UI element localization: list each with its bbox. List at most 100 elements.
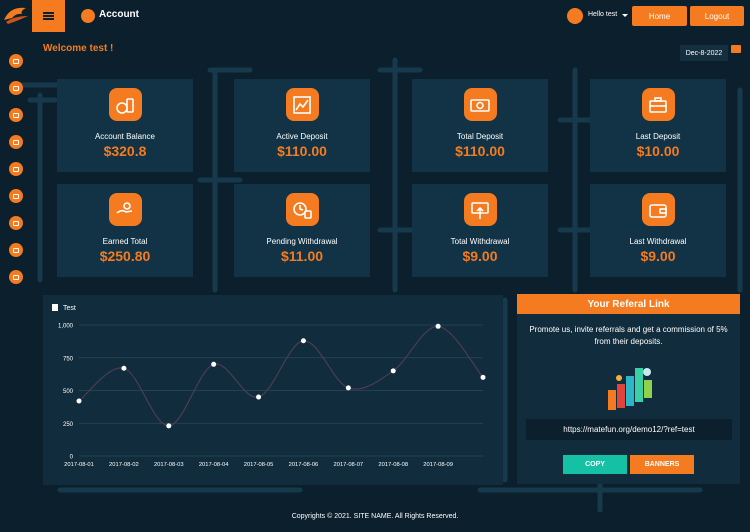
data-point[interactable] — [211, 361, 217, 367]
stat-value: $10.00 — [636, 143, 680, 159]
stat-card: Earned Total $250.80 — [57, 184, 193, 277]
stat-card: Total Withdrawal $9.00 — [412, 184, 548, 277]
settings-icon-glyph — [13, 220, 19, 226]
wallet-icon[interactable] — [9, 81, 23, 95]
y-tick-label: 750 — [63, 356, 74, 362]
bag-icon-glyph — [13, 247, 19, 253]
calendar-icon[interactable] — [731, 45, 741, 53]
top-bar: Account Hello test Home Logout — [0, 0, 750, 32]
referral-illustration-icon — [608, 368, 652, 410]
y-tick-label: 1,000 — [58, 324, 74, 330]
stat-value: $250.80 — [99, 248, 151, 264]
data-point[interactable] — [435, 323, 441, 329]
page-title: Account — [99, 9, 139, 20]
user-icon-glyph — [13, 166, 19, 172]
data-point[interactable] — [256, 394, 262, 400]
stat-value: $110.00 — [277, 143, 327, 159]
referral-link-field[interactable]: https://matefun.org/demo12/?ref=test — [526, 419, 732, 440]
referral-description: Promote us, invite referrals and get a c… — [529, 325, 728, 346]
copy-button[interactable]: COPY — [563, 455, 627, 474]
stat-label: Pending Withdrawal — [266, 237, 338, 246]
coins-icon — [108, 88, 142, 121]
x-tick-label: 2017-08-06 — [289, 462, 319, 468]
wallet-icon — [641, 193, 675, 226]
y-tick-label: 0 — [70, 455, 74, 461]
stat-label: Last Withdrawal — [629, 237, 687, 246]
withdraw-icon — [463, 193, 497, 226]
stat-label: Last Deposit — [635, 132, 681, 141]
y-tick-label: 250 — [63, 422, 74, 428]
wallet-icon-glyph — [13, 85, 19, 91]
logout-button[interactable]: Logout — [690, 6, 744, 26]
stat-label: Total Deposit — [456, 132, 504, 141]
data-point[interactable] — [166, 423, 172, 429]
line-chart: Test 0 250 500 750 1,000 2017-08-01 2017-08-02 2… — [52, 304, 486, 468]
stat-label: Active Deposit — [276, 132, 328, 141]
clock-coins-icon — [285, 193, 319, 226]
briefcase-icon — [641, 88, 675, 121]
stat-card: Account Balance $320.8 — [57, 79, 193, 172]
y-tick-label: 500 — [63, 389, 74, 395]
referral-title: Your Referal Link — [517, 294, 740, 314]
x-tick-label: 2017-08-05 — [244, 462, 274, 468]
stat-label: Earned Total — [102, 237, 148, 246]
stat-card: Pending Withdrawal $11.00 — [234, 184, 370, 277]
data-point[interactable] — [121, 365, 127, 371]
x-tick-label: 2017-08-07 — [334, 462, 364, 468]
dashboard-icon-glyph — [13, 58, 19, 64]
data-point[interactable] — [345, 385, 351, 391]
banners-button[interactable]: BANNERS — [630, 455, 694, 474]
data-point[interactable] — [76, 398, 82, 404]
dashboard-icon[interactable] — [9, 54, 23, 68]
stat-card: Last Withdrawal $9.00 — [590, 184, 726, 277]
stat-value: $11.00 — [280, 248, 324, 264]
welcome-message: Welcome test ! — [43, 43, 114, 54]
menu-toggle-button[interactable] — [32, 0, 65, 32]
user-greeting[interactable]: Hello test — [588, 11, 618, 18]
bag-icon[interactable] — [9, 243, 23, 257]
cash-icon — [463, 88, 497, 121]
deposit-icon[interactable] — [9, 108, 23, 122]
home-button[interactable]: Home — [632, 6, 687, 26]
referral-icon[interactable] — [9, 189, 23, 203]
chevron-down-icon[interactable] — [622, 14, 628, 17]
footer-copyright: Copyrights © 2021. SITE NAME. All Rights… — [291, 513, 459, 520]
data-point[interactable] — [390, 368, 396, 374]
stat-value: $9.00 — [462, 248, 498, 264]
stat-card: Active Deposit $110.00 — [234, 79, 370, 172]
account-icon — [81, 9, 95, 23]
x-tick-label: 2017-08-02 — [109, 462, 139, 468]
stat-value: $320.8 — [103, 143, 147, 159]
gift-icon-glyph — [13, 274, 19, 280]
deposit-icon-glyph — [13, 112, 19, 118]
chart-panel: Test 0 250 500 750 1,000 2017-08-01 2017-08-02 2… — [43, 295, 503, 485]
referral-panel: Your Referal Link Promote us, invite ref… — [517, 294, 740, 484]
logo-icon — [4, 7, 28, 24]
growth-chart-icon — [285, 88, 319, 121]
gift-icon[interactable] — [9, 270, 23, 284]
x-tick-label: 2017-08-08 — [378, 462, 408, 468]
hamburger-icon — [43, 12, 54, 20]
calendar-icon-glyph — [13, 139, 19, 145]
hand-money-icon — [108, 193, 142, 226]
date-display: Dec-8-2022 — [680, 45, 728, 61]
stat-label: Account Balance — [94, 132, 156, 141]
calendar-icon[interactable] — [9, 135, 23, 149]
stat-label: Total Withdrawal — [450, 237, 510, 246]
referral-icon-glyph — [13, 193, 19, 199]
stat-card: Last Deposit $10.00 — [590, 79, 726, 172]
settings-icon[interactable] — [9, 216, 23, 230]
data-point[interactable] — [300, 338, 306, 344]
stat-value: $110.00 — [455, 143, 505, 159]
x-tick-label: 2017-08-04 — [199, 462, 229, 468]
x-tick-label: 2017-08-03 — [154, 462, 184, 468]
legend-icon — [52, 304, 58, 311]
series-line — [78, 325, 484, 427]
stat-value: $9.00 — [640, 248, 676, 264]
data-point[interactable] — [480, 374, 486, 380]
stat-card: Total Deposit $110.00 — [412, 79, 548, 172]
avatar[interactable] — [567, 8, 583, 24]
legend-label: Test — [63, 305, 76, 312]
user-icon[interactable] — [9, 162, 23, 176]
x-tick-label: 2017-08-01 — [64, 462, 94, 468]
